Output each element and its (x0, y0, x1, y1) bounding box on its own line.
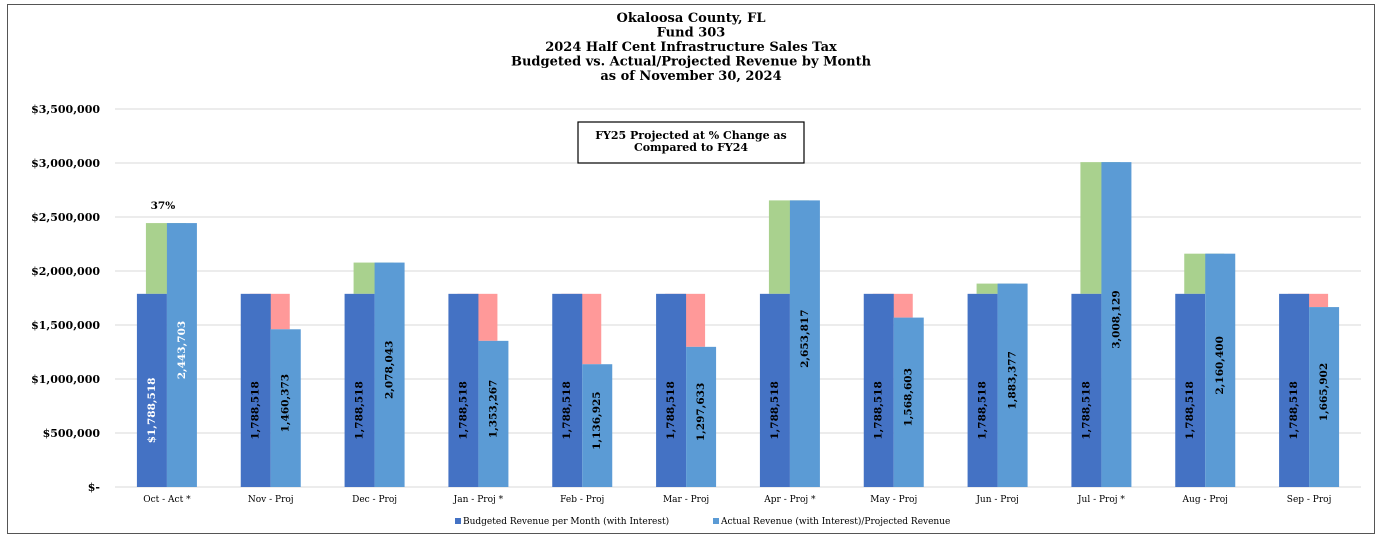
budget-bar (552, 293, 583, 487)
chart-title-line: as of November 30, 2024 (600, 69, 781, 84)
y-tick-label: $3,500,000 (31, 103, 100, 116)
chart-title-line: Budgeted vs. Actual/Projected Revenue by… (511, 55, 872, 70)
budget-bar (1071, 293, 1102, 487)
actual-value-label: 2,443,703 (176, 321, 188, 379)
legend-swatch-actual (713, 518, 719, 524)
difference-bars (145, 162, 1329, 365)
note-text-line: Compared to FY24 (634, 141, 748, 154)
actual-bar (789, 200, 820, 488)
y-tick-label: $- (88, 481, 100, 494)
budget-bar (1175, 293, 1206, 487)
actual-bar (686, 346, 717, 487)
actual-value-label: 2,160,400 (1214, 336, 1226, 394)
x-category-label: Jun - Proj (975, 495, 1019, 505)
budget-value-label: 1,788,518 (665, 381, 677, 439)
y-tick-label: $1,500,000 (31, 319, 100, 332)
difference-bar (976, 283, 1017, 294)
actual-bar (1101, 162, 1132, 487)
x-axis-categories: Oct - Act * Nov - Proj Dec - Proj Jan - Pro… (143, 495, 1331, 505)
budget-value-label: 1,788,518 (1080, 381, 1092, 439)
bar-labels: $1,788,518 2,443,703 1,788,518 1,460,373 1,7… (146, 200, 1330, 450)
actual-bar (893, 317, 924, 487)
x-category-label: May - Proj (870, 495, 917, 505)
actual-bar (166, 223, 197, 487)
actual-bar (1205, 253, 1236, 487)
budget-bar (759, 293, 790, 487)
budget-bar (656, 293, 687, 487)
y-tick-label: $2,000,000 (31, 265, 100, 278)
actual-value-label: 1,460,373 (280, 374, 292, 432)
actual-value-label: 1,297,633 (695, 383, 707, 441)
budget-bar (240, 293, 271, 487)
y-tick-label: $500,000 (43, 427, 101, 440)
actual-bar (270, 329, 301, 487)
actual-value-label: 2,653,817 (799, 309, 811, 367)
x-category-label: Sep - Proj (1287, 495, 1332, 505)
legend-swatch-budget (455, 518, 461, 524)
actual-value-label: 1,568,603 (903, 368, 915, 426)
note-text-line: FY25 Projected at % Change as (595, 129, 787, 142)
budget-value-label: 1,788,518 (457, 381, 469, 439)
budget-value-label: 1,788,518 (769, 381, 781, 439)
gridlines (115, 108, 1361, 488)
note-box-border (577, 121, 805, 164)
percent-change-annotation: 37% (151, 200, 176, 212)
x-category-label: Dec - Proj (352, 495, 397, 505)
actual-bar (478, 340, 509, 487)
budget-value-label: 1,788,518 (561, 381, 573, 439)
actual-value-label: 1,136,925 (591, 391, 603, 449)
budget-bar (344, 293, 375, 487)
y-tick-label: $2,500,000 (31, 211, 100, 224)
actual-bar (374, 262, 405, 487)
x-category-label: Jul - Proj * (1077, 495, 1125, 505)
budget-value-label: 1,788,518 (977, 381, 989, 439)
budget-bar (448, 293, 479, 487)
chart-title-line: 2024 Half Cent Infrastructure Sales Tax (545, 40, 837, 55)
budget-value-label: 1,788,518 (250, 381, 262, 439)
legend: Budgeted Revenue per Month (with Interes… (455, 516, 950, 527)
chart-title-line: Fund 303 (657, 26, 726, 41)
legend-label-budget: Budgeted Revenue per Month (with Interes… (463, 516, 669, 527)
x-category-label: Aug - Proj (1182, 495, 1228, 505)
budget-value-label: $1,788,518 (146, 378, 158, 444)
actual-value-label: 1,665,902 (1318, 363, 1330, 421)
actual-value-label: 3,008,129 (1110, 290, 1122, 348)
chart-frame: Okaloosa County, FL Fund 303 2024 Half Cen… (7, 4, 1375, 534)
budget-value-label: 1,788,518 (1184, 381, 1196, 439)
actual-bar (1309, 307, 1340, 487)
actual-bar (582, 364, 613, 487)
budget-bar (967, 293, 998, 487)
y-tick-label: $1,000,000 (31, 373, 100, 386)
budget-bar (1279, 293, 1310, 487)
x-category-label: Jan - Proj * (453, 495, 504, 505)
budget-value-label: 1,788,518 (873, 381, 885, 439)
budget-bar (136, 293, 167, 487)
actual-value-label: 1,353,267 (487, 380, 499, 438)
actual-value-label: 2,078,043 (384, 341, 396, 399)
actual-value-label: 1,883,377 (1007, 351, 1019, 409)
x-category-label: Feb - Proj (560, 495, 604, 505)
x-category-label: Apr - Proj * (763, 495, 816, 505)
budget-bar (863, 293, 894, 487)
x-category-label: Mar - Proj (663, 495, 709, 505)
x-category-label: Oct - Act * (143, 495, 191, 505)
chart-title-line: Okaloosa County, FL (617, 11, 766, 26)
legend-label-actual: Actual Revenue (with Interest)/Projected… (720, 516, 950, 527)
y-tick-label: $3,000,000 (31, 157, 100, 170)
budget-value-label: 1,788,518 (354, 381, 366, 439)
y-axis-ticks: $- $500,000 $1,000,000 $1,500,000 $2,000,000… (31, 103, 100, 494)
x-category-label: Nov - Proj (248, 495, 294, 505)
budget-value-label: 1,788,518 (1288, 381, 1300, 439)
bars (136, 162, 1340, 488)
actual-bar (997, 283, 1028, 487)
